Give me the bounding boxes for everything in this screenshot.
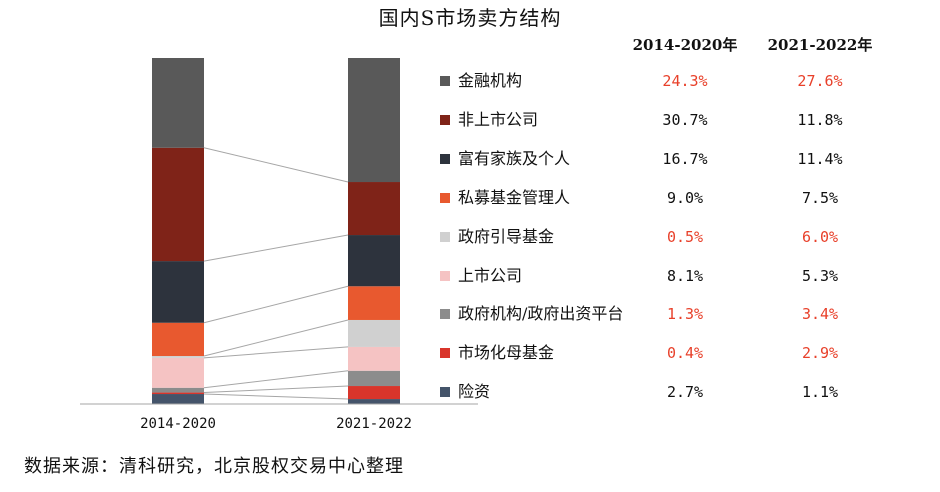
value-label-6-2021-2022: 5.3% [801, 266, 839, 285]
connector-line-3 [203, 234, 349, 262]
x-tick-labels: 2014-2020 2021-2022 [140, 416, 412, 432]
connector-line-9 [203, 393, 349, 400]
connector-line-5 [203, 319, 349, 357]
source-note: 数据来源：清科研究，北京股权交易中心整理 [24, 456, 404, 477]
bar-segment-1-2014-2020 [152, 58, 204, 148]
value-label-7-2014-2020: 1.3% [666, 305, 704, 324]
bar-stacks [152, 58, 400, 404]
legend-swatch-6 [440, 270, 450, 281]
value-label-9-2021-2022: 1.1% [801, 383, 839, 402]
value-label-4-2021-2022: 7.5% [801, 188, 839, 207]
value-label-2-2021-2022: 11.8% [797, 110, 843, 129]
legend-label-1: 金融机构 [458, 71, 523, 90]
bar-segment-6-2014-2020 [152, 357, 204, 388]
bar-segment-5-2021-2022 [348, 319, 400, 347]
legend-swatch-2 [440, 114, 450, 125]
bar-segment-5-2014-2020 [152, 355, 204, 358]
value-label-9-2014-2020: 2.7% [666, 383, 704, 402]
legend-row-3: 富有家族及个人 16.7% 11.4% [440, 148, 920, 172]
legend-row-7: 政府机构/政府出资平台 1.3% 3.4% [440, 303, 920, 327]
legend-row-1: 金融机构 24.3% 27.6% [440, 70, 920, 94]
value-label-8-2021-2022: 2.9% [801, 344, 839, 363]
value-label-4-2014-2020: 9.0% [666, 188, 704, 207]
value-label-6-2014-2020: 8.1% [666, 266, 704, 285]
connector-line-8 [203, 385, 349, 394]
legend-swatch-9 [440, 387, 450, 398]
bar-segment-8-2014-2020 [152, 392, 204, 395]
legend-swatch-8 [440, 348, 450, 359]
bar-segment-4-2014-2020 [152, 322, 204, 356]
value-label-7-2021-2022: 3.4% [801, 305, 839, 324]
legend-label-2: 非上市公司 [458, 109, 539, 129]
legend-swatch-1 [440, 76, 450, 86]
legend-swatch-4 [440, 192, 450, 203]
value-label-3-2014-2020: 16.7% [662, 149, 708, 168]
legend-swatch-5 [440, 231, 450, 242]
x-tick-label-2021-2022: 2021-2022 [336, 416, 412, 432]
bar-segment-4-2021-2022 [348, 286, 400, 320]
value-label-2-2014-2020: 30.7% [662, 110, 708, 129]
connector-lines [203, 147, 349, 400]
bar-segment-6-2021-2022 [348, 346, 400, 371]
legend-row-6: 上市公司 8.1% 5.3% [440, 265, 920, 289]
connector-line-7 [203, 370, 349, 389]
legend-row-8: 市场化母基金 0.4% 2.9% [440, 342, 920, 366]
bar-segment-7-2014-2020 [152, 387, 204, 393]
value-label-5-2021-2022: 6.0% [801, 227, 839, 246]
connector-line-6 [203, 346, 349, 359]
legend-label-5: 政府引导基金 [458, 226, 555, 246]
column-header-2014-2020: 2014-2020年 [632, 36, 738, 54]
bar-segment-3-2014-2020 [152, 261, 204, 323]
bar-segment-9-2021-2022 [348, 399, 400, 404]
chart-title: 国内S市场卖方结构 [378, 6, 562, 30]
bar-segment-2-2021-2022 [348, 182, 400, 236]
stacked-bar-chart: 2014-2020 2021-2022 [80, 58, 478, 432]
bar-segment-1-2021-2022 [348, 58, 400, 183]
connector-line-4 [203, 285, 349, 324]
value-label-8-2014-2020: 0.4% [666, 344, 704, 363]
legend-label-3: 富有家族及个人 [458, 148, 571, 168]
legend-label-6: 上市公司 [458, 265, 523, 285]
legend-label-9: 险资 [458, 382, 491, 402]
value-label-5-2014-2020: 0.5% [666, 227, 704, 246]
value-label-3-2021-2022: 11.4% [797, 149, 843, 168]
legend-swatch-3 [440, 153, 450, 164]
bar-segment-3-2021-2022 [348, 235, 400, 287]
bar-segment-9-2014-2020 [152, 394, 204, 404]
bar-segment-7-2021-2022 [348, 370, 400, 387]
bar-segment-8-2021-2022 [348, 386, 400, 400]
legend-row-5: 政府引导基金 0.5% 6.0% [440, 226, 920, 250]
legend-label-4: 私募基金管理人 [458, 187, 571, 207]
legend-row-4: 私募基金管理人 9.0% 7.5% [440, 187, 920, 211]
bar-segment-2-2014-2020 [152, 147, 204, 262]
legend-row-2: 非上市公司 30.7% 11.8% [440, 109, 920, 133]
legend-label-8: 市场化母基金 [458, 343, 555, 363]
legend-swatch-7 [440, 309, 450, 320]
legend-label-7: 政府机构/政府出资平台 [458, 304, 624, 324]
x-tick-label-2014-2020: 2014-2020 [140, 416, 216, 432]
legend-row-9: 险资 2.7% 1.1% [440, 381, 920, 405]
column-header-2021-2022: 2021-2022年 [767, 36, 873, 54]
connector-line-2 [203, 147, 349, 183]
value-label-1-2014-2020: 24.3% [662, 72, 708, 90]
value-label-1-2021-2022: 27.6% [797, 72, 843, 90]
